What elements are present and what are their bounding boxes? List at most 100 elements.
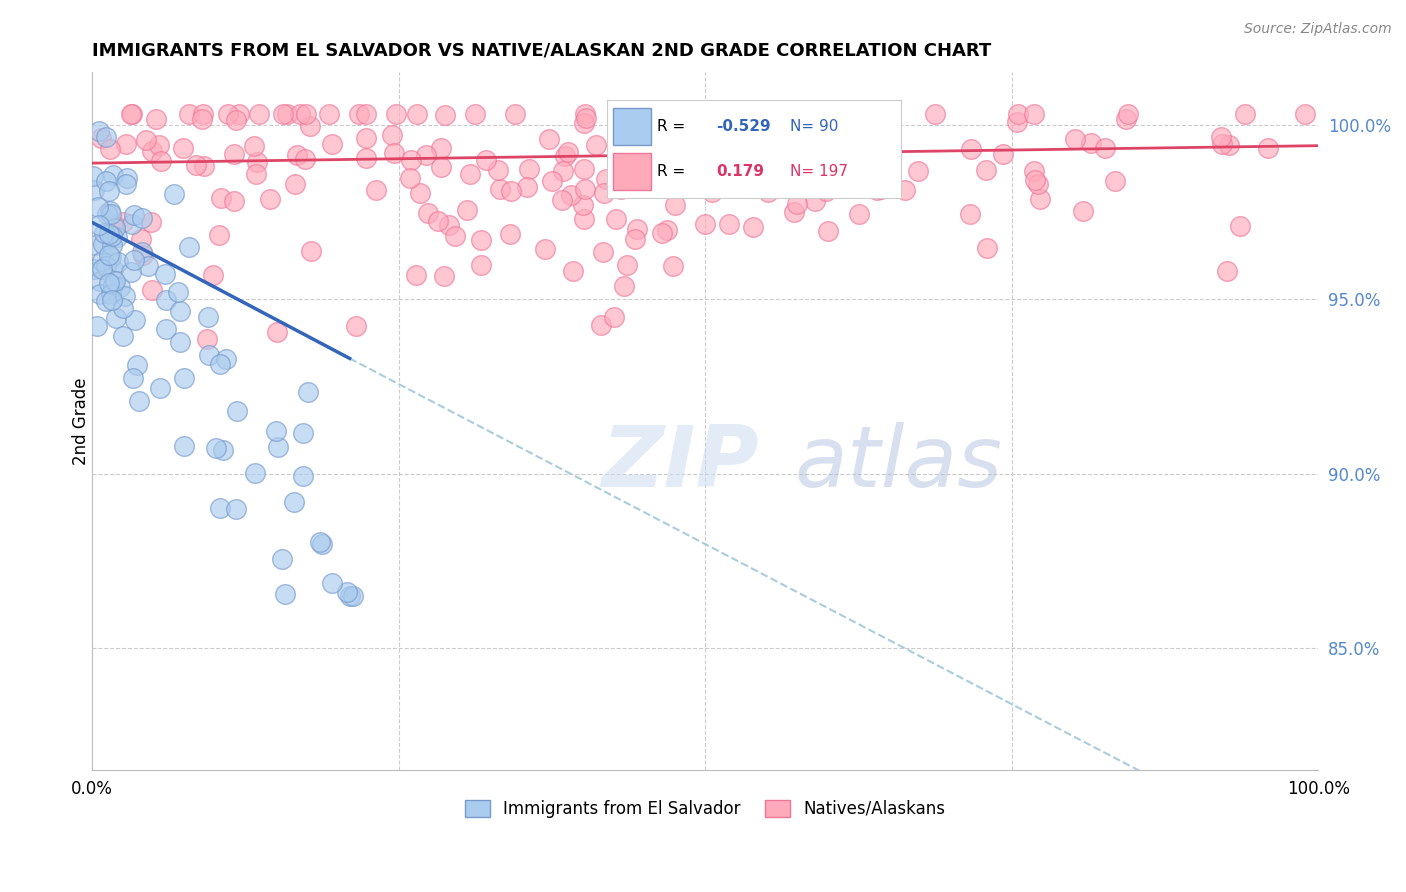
Point xyxy=(267,440,290,454)
Point xyxy=(976,241,998,255)
Y-axis label: 2nd Grade: 2nd Grade xyxy=(72,377,90,465)
Point xyxy=(782,172,804,186)
Point xyxy=(406,107,429,121)
Point xyxy=(572,197,595,211)
Point xyxy=(613,107,636,121)
Point xyxy=(1229,219,1251,233)
Point xyxy=(803,168,825,182)
Point xyxy=(960,143,983,157)
Point xyxy=(1024,173,1046,187)
Point xyxy=(131,244,153,259)
Point xyxy=(191,112,214,126)
Point xyxy=(679,107,702,121)
Point xyxy=(763,107,786,121)
Point xyxy=(699,172,721,186)
Point xyxy=(169,304,191,318)
Point xyxy=(115,171,138,186)
Point xyxy=(657,161,679,175)
Point xyxy=(551,163,574,178)
Point xyxy=(557,145,579,159)
Point xyxy=(100,287,122,301)
Point xyxy=(865,183,887,197)
Point xyxy=(86,318,108,333)
Point xyxy=(150,154,173,169)
Point xyxy=(132,248,155,262)
Point xyxy=(83,262,105,277)
Point xyxy=(111,329,134,343)
Point xyxy=(575,112,598,126)
Point xyxy=(121,107,143,121)
Point xyxy=(91,262,114,277)
Point xyxy=(718,178,741,192)
Point xyxy=(291,468,314,483)
Point xyxy=(274,587,297,601)
Point xyxy=(259,192,281,206)
Point xyxy=(924,107,946,121)
Point xyxy=(501,184,523,198)
Point xyxy=(321,136,343,151)
Point xyxy=(173,439,195,453)
Point xyxy=(1029,192,1052,206)
Text: ZIP: ZIP xyxy=(600,422,759,505)
Point xyxy=(627,126,650,140)
Point xyxy=(129,232,152,246)
Point xyxy=(149,381,172,395)
Point xyxy=(603,310,626,324)
Point xyxy=(863,172,886,186)
Point xyxy=(817,224,839,238)
Point xyxy=(894,183,917,197)
Point xyxy=(869,182,891,196)
Point xyxy=(101,277,124,292)
Text: IMMIGRANTS FROM EL SALVADOR VS NATIVE/ALASKAN 2ND GRADE CORRELATION CHART: IMMIGRANTS FROM EL SALVADOR VS NATIVE/AL… xyxy=(93,42,991,60)
Point xyxy=(589,318,612,333)
Point xyxy=(318,107,340,121)
Point xyxy=(114,136,136,151)
Point xyxy=(100,142,122,156)
Point xyxy=(486,163,509,178)
Point xyxy=(336,584,359,599)
Point xyxy=(344,318,367,333)
Point xyxy=(228,107,250,121)
Point xyxy=(731,155,754,169)
Point xyxy=(224,194,246,208)
Point xyxy=(503,107,526,121)
Point xyxy=(103,169,125,183)
Point xyxy=(616,107,638,121)
Point xyxy=(574,181,596,195)
Point xyxy=(128,394,150,409)
Point xyxy=(641,144,664,158)
Point xyxy=(103,262,125,277)
Point xyxy=(664,178,686,192)
Point xyxy=(97,248,120,262)
Point xyxy=(489,181,512,195)
Point xyxy=(554,149,576,163)
Point xyxy=(121,217,143,231)
Point xyxy=(959,206,981,220)
Point xyxy=(605,211,627,226)
Point xyxy=(672,143,695,157)
Point xyxy=(534,242,557,256)
Point xyxy=(89,274,111,288)
Point xyxy=(225,502,247,516)
Point xyxy=(728,167,751,181)
Point xyxy=(693,127,716,141)
Point xyxy=(339,589,361,603)
Point xyxy=(172,140,194,154)
Point xyxy=(264,424,287,438)
Point xyxy=(100,207,122,221)
Point xyxy=(538,132,561,146)
Point xyxy=(865,107,887,121)
Point xyxy=(786,197,808,211)
Point xyxy=(619,162,641,177)
Point xyxy=(205,442,228,456)
Point xyxy=(1022,107,1045,121)
Point xyxy=(177,240,200,254)
Point xyxy=(97,277,120,291)
Point xyxy=(83,183,105,197)
Point xyxy=(122,253,145,268)
Point xyxy=(398,170,420,185)
Point xyxy=(1256,141,1278,155)
Point xyxy=(991,146,1014,161)
Point xyxy=(405,268,427,282)
Point xyxy=(657,152,679,166)
